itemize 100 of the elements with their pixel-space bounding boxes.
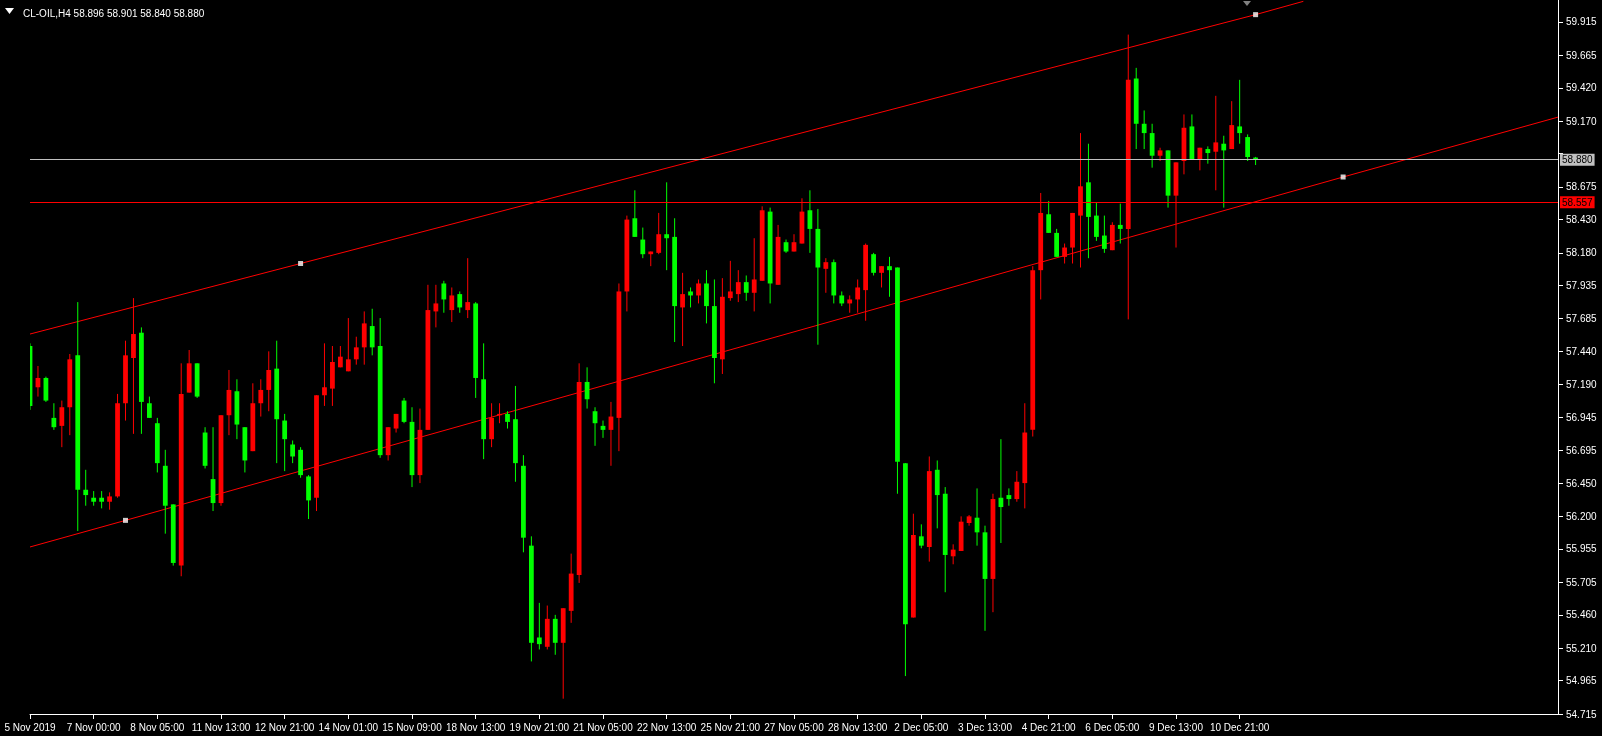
x-tick-label: 12 Nov 21:00 [254, 721, 315, 733]
candlestick [552, 614, 558, 656]
text: CL-OIL,H4 58.896 58.901 58.840 58.880 [23, 7, 205, 19]
y-tick-label: 54.965 [1566, 675, 1598, 687]
point [298, 261, 304, 267]
candlestick [441, 280, 447, 314]
x-tick-label: 18 Nov 13:00 [445, 721, 506, 733]
x-tick-label: 28 Nov 13:00 [827, 721, 888, 733]
candlestick [823, 257, 829, 294]
y-tick-label: 59.665 [1566, 49, 1598, 61]
candlestick [1054, 228, 1060, 258]
candlestick [83, 469, 89, 507]
candlestick [146, 396, 152, 419]
x-tick-label: 2 Dec 05:00 [894, 721, 949, 733]
candlestick [1117, 203, 1123, 245]
candlestick [1245, 133, 1251, 162]
x-tick-label: 21 Nov 05:00 [573, 721, 634, 733]
candlestick [59, 400, 65, 448]
candlestick [369, 308, 375, 356]
point [1253, 12, 1259, 18]
candlestick [918, 523, 924, 549]
candlestick [1237, 79, 1243, 145]
y-tick-label: 56.200 [1566, 510, 1598, 522]
candlestick [282, 413, 288, 472]
candlestick [489, 402, 494, 448]
candlestick [465, 257, 471, 319]
candlestick [1101, 215, 1107, 254]
candlestick [353, 336, 359, 366]
y-tick-label: 59.170 [1566, 115, 1598, 127]
y-tick-label: 59.915 [1566, 16, 1598, 28]
x-tick-label: 15 Nov 09:00 [382, 721, 443, 733]
y-tick-label: 56.945 [1566, 411, 1598, 423]
x-tick-label: 14 Nov 01:00 [318, 721, 379, 733]
y-tick-label: 58.180 [1566, 247, 1598, 259]
y-tick-label: 55.460 [1566, 609, 1598, 621]
y-tick-label: 57.935 [1566, 279, 1598, 291]
candlestick [1229, 100, 1235, 150]
x-tick-label: 5 Nov 2019 [4, 721, 57, 733]
candlestick [735, 269, 741, 303]
x-tick-label: 25 Nov 21:00 [700, 721, 761, 733]
ref-line-label: 58.880 [1562, 154, 1594, 166]
candlestick [950, 543, 956, 565]
point [1340, 174, 1346, 180]
candlestick [680, 272, 685, 347]
x-tick-label: 8 Nov 05:00 [130, 721, 185, 733]
candlestick [1046, 200, 1052, 234]
y-tick-label: 58.675 [1566, 181, 1598, 193]
y-tick-label: 55.955 [1566, 543, 1598, 555]
candlestick [306, 474, 311, 520]
candlestick [258, 378, 264, 418]
y-tick-label: 59.420 [1566, 82, 1598, 94]
candlestick [696, 278, 701, 304]
candlestick [871, 252, 876, 276]
candlestick [727, 260, 733, 302]
candlestick [266, 350, 272, 412]
candlestick [1094, 201, 1099, 242]
candlestick [656, 212, 662, 255]
x-tick-label: 27 Nov 05:00 [764, 721, 825, 733]
candlestick [791, 233, 797, 253]
y-tick-label: 58.430 [1566, 214, 1598, 226]
x-tick-label: 9 Dec 13:00 [1149, 721, 1204, 733]
candlestick [1213, 95, 1219, 191]
candlestick [855, 278, 861, 314]
candlestick [361, 310, 367, 366]
candlestick [879, 265, 884, 288]
x-tick-label: 7 Nov 00:00 [66, 721, 122, 733]
candlestick [1062, 243, 1067, 265]
candlestick [1014, 470, 1020, 503]
candlestick [345, 317, 351, 372]
y-tick-label: 57.440 [1566, 345, 1598, 357]
x-tick-label: 19 Nov 21:00 [509, 721, 570, 733]
y-tick-label: 57.685 [1566, 313, 1598, 325]
candlestick [433, 284, 439, 328]
y-tick-label: 56.450 [1566, 477, 1598, 489]
y-tick-label: 56.695 [1566, 444, 1598, 456]
x-tick-label: 10 Dec 21:00 [1209, 721, 1270, 733]
candlestick [457, 290, 463, 314]
candlestick [51, 402, 57, 431]
x-tick-label: 3 Dec 13:00 [958, 721, 1013, 733]
candlestick [632, 189, 638, 238]
candlestick [1149, 123, 1155, 169]
x-tick-label: 6 Dec 05:00 [1085, 721, 1140, 733]
candlestick [1221, 135, 1227, 209]
candlestick [1157, 147, 1163, 162]
x-tick-label: 11 Nov 13:00 [191, 721, 251, 733]
x-tick-label: 22 Nov 13:00 [636, 721, 697, 733]
candlestick [704, 269, 709, 324]
candlestick [688, 286, 693, 308]
candlestick [322, 342, 327, 407]
ref-line-label: 58.557 [1562, 196, 1594, 208]
candlestick [536, 602, 542, 650]
x-tick-label: 4 Dec 21:00 [1021, 721, 1077, 733]
candlestick [751, 237, 757, 312]
candlestick [290, 440, 296, 464]
candlestick [664, 181, 670, 271]
y-tick-label: 54.715 [1566, 708, 1598, 720]
candlestick [1141, 109, 1147, 150]
y-tick-label: 57.190 [1566, 379, 1598, 391]
y-tick-label: 55.705 [1566, 576, 1598, 588]
candlestick [1006, 487, 1012, 507]
